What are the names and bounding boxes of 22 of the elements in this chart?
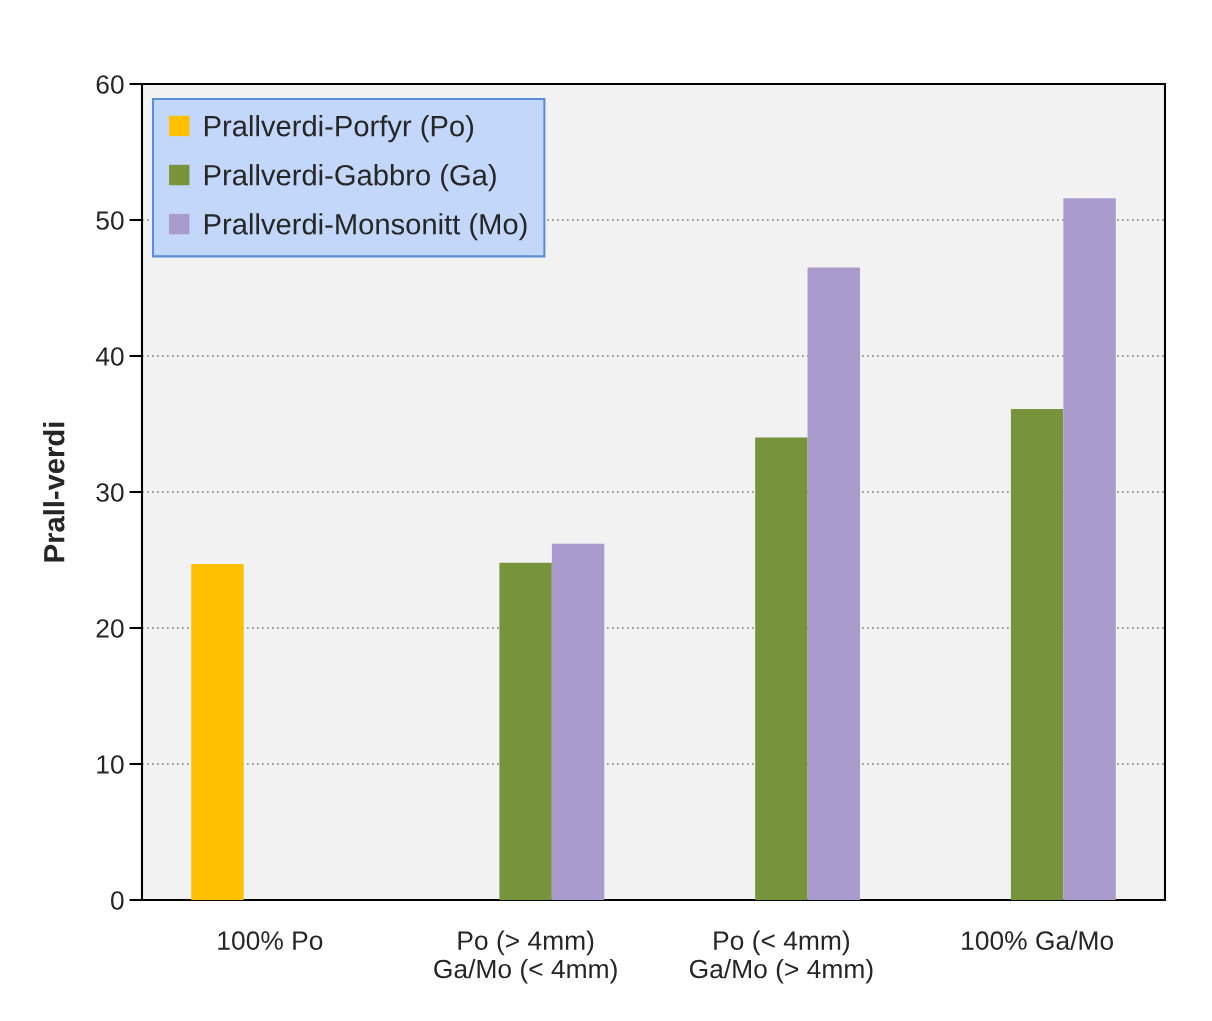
y-axis-title: Prall-verdi xyxy=(43,422,65,562)
bar xyxy=(191,564,244,900)
y-tick-label: 40 xyxy=(95,347,124,366)
bar xyxy=(755,437,808,900)
x-tick-label: Po (< 4mm) Ga/Mo (> 4mm) xyxy=(689,930,873,984)
legend-label: Prallverdi-Monsonitt (Mo) xyxy=(204,213,527,241)
legend-label: Prallverdi-Gabbro (Ga) xyxy=(204,164,496,192)
bar xyxy=(499,562,552,900)
y-tick-label: 20 xyxy=(96,619,124,638)
y-tick-label: 30 xyxy=(96,483,124,502)
bar xyxy=(807,267,861,900)
bar xyxy=(1010,409,1064,900)
x-tick-label: Po (> 4mm) Ga/Mo (< 4mm) xyxy=(434,930,617,984)
y-tick-label: 10 xyxy=(97,755,124,774)
x-tick-label: 100% Ga/Mo xyxy=(962,930,1114,950)
bar xyxy=(1063,198,1116,900)
y-tick-label: 50 xyxy=(96,211,124,230)
y-tick-label: 60 xyxy=(96,75,124,94)
y-tick-label: 0 xyxy=(111,891,124,910)
bar xyxy=(551,543,605,900)
legend-label: Prallverdi-Porfyr (Po) xyxy=(204,115,474,143)
x-tick-label: 100% Po xyxy=(218,931,323,950)
